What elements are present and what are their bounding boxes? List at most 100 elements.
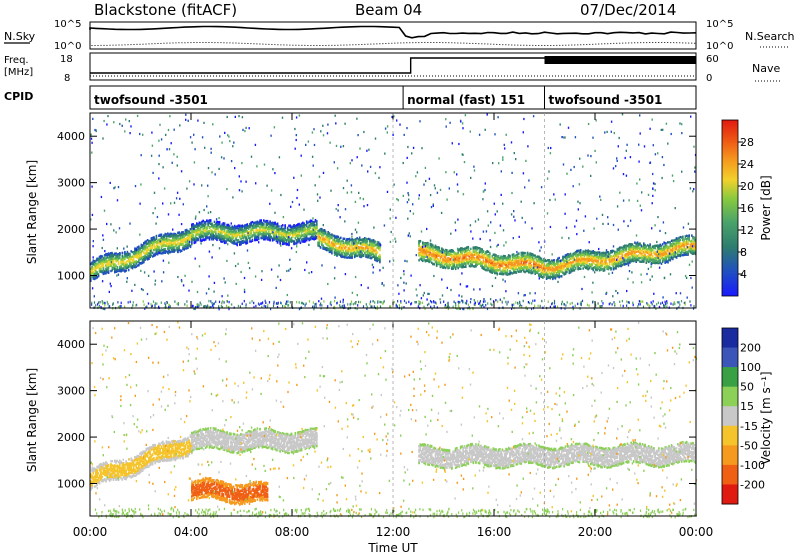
data-cell <box>184 243 187 246</box>
data-cell <box>125 269 127 272</box>
data-cell <box>433 263 435 266</box>
data-cell <box>177 246 179 249</box>
data-cell <box>198 234 201 237</box>
data-cell <box>108 263 111 266</box>
data-cell <box>204 234 207 237</box>
data-cell <box>207 232 209 235</box>
data-cell <box>105 264 107 267</box>
data-cell <box>112 264 115 267</box>
data-cell <box>288 242 290 245</box>
data-cell <box>134 247 136 250</box>
data-cell <box>139 255 141 258</box>
cpid-label: CPID <box>4 90 33 103</box>
data-cell <box>135 260 138 263</box>
data-cell <box>319 246 322 249</box>
data-cell <box>111 258 114 262</box>
data-cell <box>196 229 198 233</box>
data-cell <box>185 243 188 246</box>
data-cell <box>156 248 159 252</box>
data-cell <box>91 261 93 264</box>
data-cell <box>108 255 111 259</box>
data-cell <box>188 235 191 238</box>
data-cell <box>115 255 117 259</box>
data-cell <box>206 226 208 230</box>
data-cell <box>263 222 265 226</box>
data-cell <box>260 219 262 222</box>
data-cell <box>560 275 563 278</box>
data-cell <box>111 260 114 264</box>
data-cell <box>173 242 175 245</box>
data-cell <box>163 234 165 237</box>
nsky-tick-high: 10^5 <box>54 19 81 30</box>
data-cell <box>509 254 511 258</box>
data-cell <box>189 228 192 231</box>
data-cell <box>217 223 220 226</box>
data-cell <box>199 230 202 233</box>
data-cell <box>170 246 173 250</box>
data-cell <box>213 220 216 224</box>
data-cell <box>162 242 164 245</box>
data-cell <box>98 260 101 264</box>
data-cell <box>155 248 158 251</box>
data-cell <box>198 228 201 231</box>
data-cell <box>127 268 130 272</box>
data-cell <box>191 230 193 233</box>
data-cell <box>215 222 217 225</box>
data-cell <box>185 244 188 248</box>
data-cell <box>139 256 141 259</box>
data-cell <box>199 239 202 242</box>
data-cell <box>183 235 185 238</box>
data-cell <box>155 236 158 239</box>
data-cell <box>124 266 126 269</box>
data-cell <box>168 240 170 243</box>
data-cell <box>148 252 150 255</box>
data-cell <box>178 242 180 245</box>
freq-panel <box>89 52 697 81</box>
data-cell <box>120 268 122 272</box>
data-cell <box>162 249 164 252</box>
data-cell <box>525 263 528 267</box>
data-cell <box>203 233 206 237</box>
data-cell <box>448 266 451 269</box>
data-cell <box>211 232 213 235</box>
data-cell <box>172 244 174 247</box>
data-cell <box>106 270 108 273</box>
data-cell <box>518 252 520 255</box>
data-cell <box>184 234 187 237</box>
data-cell <box>163 251 165 254</box>
data-cell <box>95 263 97 267</box>
data-cell <box>172 248 174 252</box>
nave-tick-high: 60 <box>706 54 719 65</box>
data-cell <box>179 232 182 236</box>
data-cell <box>146 239 149 242</box>
data-cell <box>185 247 188 250</box>
data-cell <box>324 231 327 234</box>
data-cell <box>169 232 172 235</box>
data-cell <box>201 221 203 224</box>
data-cell <box>139 247 141 250</box>
cpid-segment-label: normal (fast) 151 <box>407 93 525 107</box>
data-cell <box>164 247 167 251</box>
data-cell <box>558 256 560 260</box>
data-cell <box>93 266 96 269</box>
data-cell <box>199 233 202 236</box>
data-cell <box>146 246 149 249</box>
data-cell <box>470 247 472 251</box>
data-cell <box>204 226 207 229</box>
data-cell <box>120 266 122 269</box>
data-cell <box>257 237 260 241</box>
data-cell <box>467 247 470 251</box>
data-cell <box>201 224 203 227</box>
data-cell <box>182 247 184 250</box>
data-cell <box>198 221 201 224</box>
data-cell <box>116 270 119 273</box>
data-cell <box>102 271 105 275</box>
data-cell <box>168 249 170 253</box>
data-cell <box>194 234 197 237</box>
data-cell <box>316 223 318 226</box>
data-cell <box>116 258 119 261</box>
data-cell <box>177 250 179 253</box>
data-cell <box>211 222 213 225</box>
data-cell <box>173 249 175 252</box>
data-cell <box>150 251 153 254</box>
